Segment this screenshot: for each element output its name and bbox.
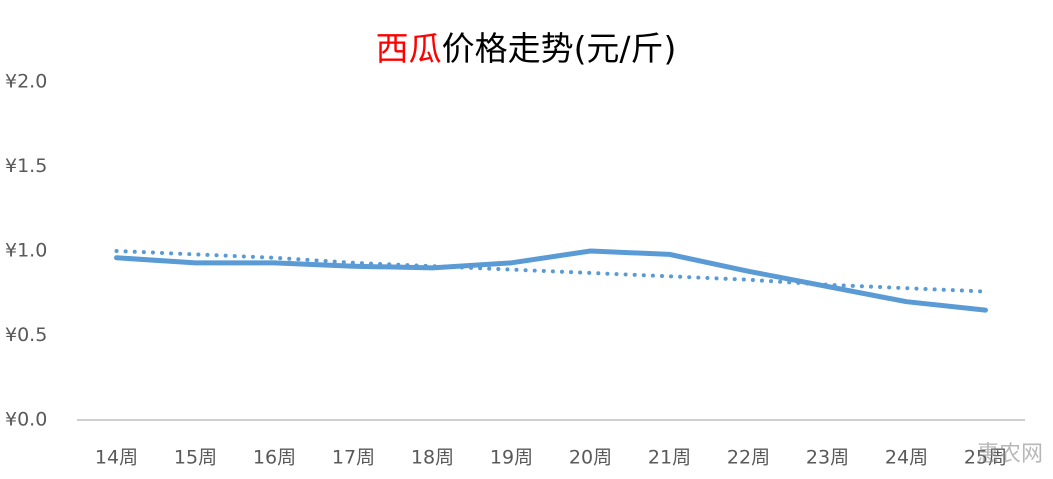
x-tick-label: 22周 bbox=[727, 447, 770, 469]
x-tick-label: 14周 bbox=[95, 447, 138, 469]
x-tick-label: 25周 bbox=[964, 447, 1007, 469]
watermark: 惠农网 bbox=[977, 442, 1043, 467]
title-highlight: 西瓜 bbox=[376, 29, 442, 68]
x-tick-label: 24周 bbox=[885, 447, 928, 469]
y-tick-label: ¥1.5 bbox=[5, 155, 47, 177]
x-tick-label: 16周 bbox=[253, 447, 296, 469]
x-tick-label: 21周 bbox=[648, 447, 691, 469]
trend-line bbox=[114, 249, 988, 294]
x-tick-label: 18周 bbox=[411, 447, 454, 469]
y-tick-label: ¥2.0 bbox=[5, 71, 47, 93]
x-tick-label: 23周 bbox=[806, 447, 849, 469]
y-tick-label: ¥0.5 bbox=[5, 324, 47, 346]
x-tick-label: 15周 bbox=[174, 447, 217, 469]
y-tick-label: ¥0.0 bbox=[5, 409, 47, 431]
title-rest: 价格走势(元/斤) bbox=[442, 29, 677, 68]
chart-title: 西瓜价格走势(元/斤) bbox=[376, 29, 677, 68]
price-line bbox=[114, 248, 988, 313]
x-tick-label: 19周 bbox=[490, 447, 533, 469]
y-tick-label: ¥1.0 bbox=[5, 240, 47, 262]
x-tick-label: 17周 bbox=[332, 447, 375, 469]
x-tick-label: 20周 bbox=[569, 447, 612, 469]
